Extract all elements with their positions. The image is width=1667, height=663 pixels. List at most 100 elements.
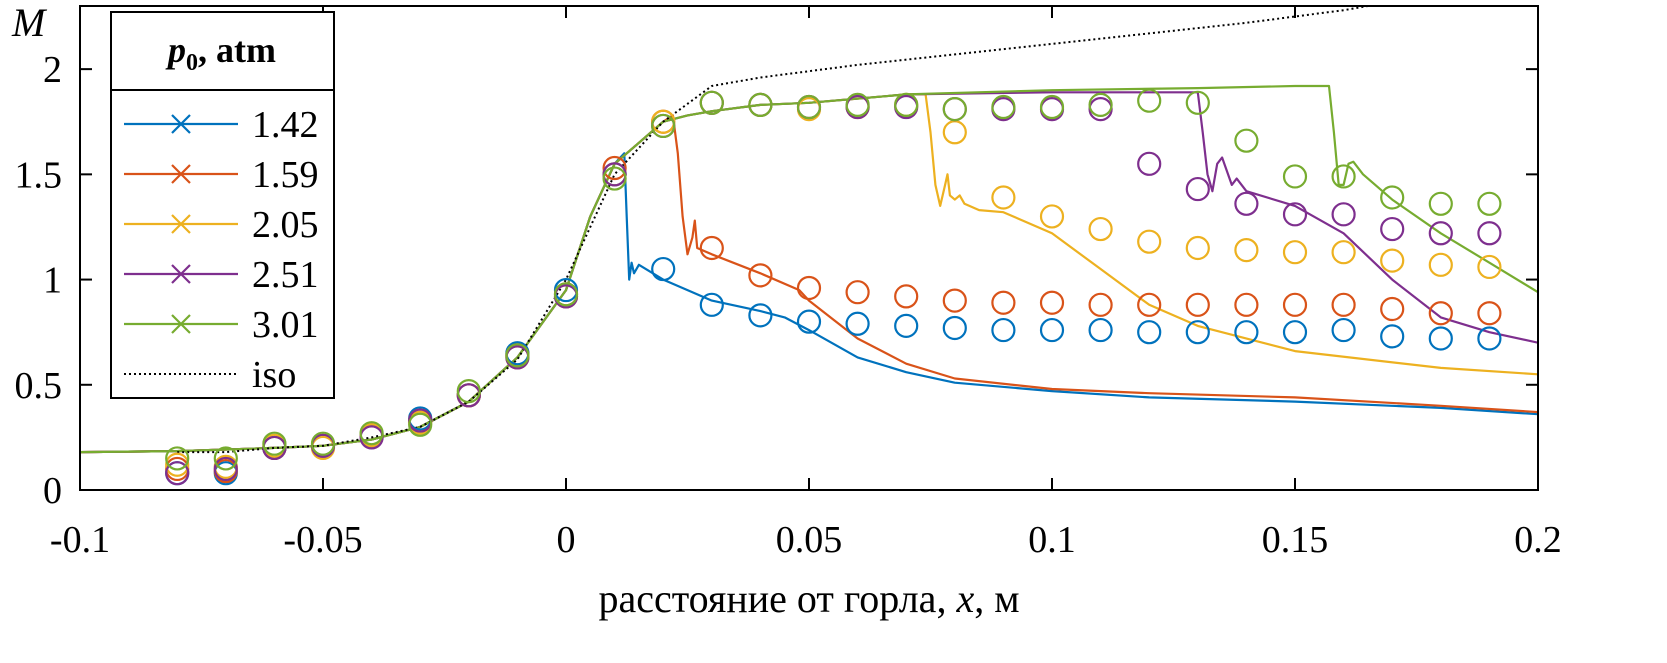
data-point-1.42 bbox=[1331, 317, 1356, 343]
data-point-3.01 bbox=[651, 113, 676, 139]
y-tick-label: 2 bbox=[43, 49, 62, 91]
data-point-2.05 bbox=[1331, 240, 1356, 265]
data-point-3.01 bbox=[505, 343, 530, 368]
data-point-1.42 bbox=[796, 309, 822, 334]
data-point-1.59 bbox=[1137, 292, 1162, 317]
data-point-1.59 bbox=[796, 275, 822, 301]
data-point-3.01 bbox=[602, 166, 627, 191]
axis-ticks: -0.1 -0.05 0 0.05 0.1 0.15 0.2 0 0.5 1 1.5 2 bbox=[15, 6, 1562, 561]
data-point-2.05 bbox=[1428, 252, 1453, 277]
y-tick-label: 1 bbox=[43, 260, 62, 302]
data-point-1.42 bbox=[894, 313, 919, 338]
data-series-layer bbox=[80, 6, 1538, 486]
data-point-3.01 bbox=[894, 92, 919, 118]
data-point-3.01 bbox=[748, 92, 773, 118]
data-point-2.51 bbox=[894, 94, 919, 120]
data-point-3.01 bbox=[699, 90, 724, 115]
data-point-3.01 bbox=[1428, 191, 1453, 216]
data-point-2.05 bbox=[942, 120, 967, 145]
data-point-2.51 bbox=[1185, 176, 1210, 202]
x-axis-title-var: x bbox=[955, 576, 974, 621]
data-point-1.42 bbox=[942, 315, 967, 341]
data-point-2.51 bbox=[165, 461, 190, 486]
legend-title-rest: , atm bbox=[198, 30, 276, 70]
data-point-3.01 bbox=[1185, 90, 1210, 115]
data-point-1.59 bbox=[1282, 292, 1308, 317]
data-point-1.42 bbox=[699, 292, 724, 317]
data-point-1.59 bbox=[1039, 290, 1065, 315]
legend-title-subscript: 0 bbox=[186, 50, 198, 76]
data-point-3.01 bbox=[1039, 94, 1065, 120]
data-point-2.51 bbox=[1331, 202, 1356, 227]
data-point-2.51 bbox=[991, 97, 1016, 122]
legend-marker-2.51 bbox=[171, 264, 191, 284]
data-point-2.05 bbox=[796, 97, 822, 122]
data-point-1.42 bbox=[991, 317, 1016, 343]
legend-title: p0, atm bbox=[165, 30, 276, 76]
data-point-1.59 bbox=[748, 263, 773, 288]
data-point-3.01 bbox=[942, 97, 967, 122]
data-point-1.59 bbox=[699, 235, 724, 261]
data-point-3.01 bbox=[1282, 164, 1308, 189]
x-axis-title: расстояние от горла, x, м bbox=[598, 576, 1019, 621]
legend-label-2.51: 2.51 bbox=[252, 254, 319, 296]
data-point-3.01 bbox=[310, 431, 336, 456]
data-point-1.42 bbox=[1137, 320, 1162, 345]
y-tick-label: 0 bbox=[43, 470, 62, 512]
data-point-2.05 bbox=[1477, 254, 1502, 280]
legend-label-iso: iso bbox=[252, 354, 296, 396]
legend-items: 1.42 1.59 2.05 2.51 3.01 iso bbox=[124, 104, 319, 396]
data-point-1.59 bbox=[942, 288, 967, 313]
data-point-3.01 bbox=[845, 92, 870, 118]
data-point-3.01 bbox=[796, 94, 822, 120]
data-point-2.51 bbox=[1137, 151, 1162, 176]
x-axis-title-main: расстояние от горла, bbox=[598, 576, 956, 621]
series-line-3.01 bbox=[80, 84, 1538, 454]
data-point-1.59 bbox=[1380, 296, 1405, 322]
legend-title-symbol: p bbox=[165, 30, 186, 70]
data-point-3.01 bbox=[1477, 191, 1502, 216]
data-point-2.05 bbox=[1380, 248, 1405, 273]
data-point-3.01 bbox=[262, 431, 287, 456]
legend-label-1.42: 1.42 bbox=[252, 104, 319, 146]
x-tick-label: 0.1 bbox=[1028, 519, 1076, 561]
data-point-2.51 bbox=[1428, 221, 1453, 246]
data-point-2.05 bbox=[262, 433, 287, 458]
legend-label-2.05: 2.05 bbox=[252, 204, 319, 246]
data-point-1.59 bbox=[845, 280, 870, 305]
x-axis-title-unit: , м bbox=[974, 576, 1019, 621]
data-point-1.59 bbox=[991, 290, 1016, 315]
data-point-1.59 bbox=[1331, 292, 1356, 317]
data-point-3.01 bbox=[359, 421, 384, 446]
y-tick-label: 1.5 bbox=[15, 154, 63, 196]
data-point-3.01 bbox=[1137, 88, 1162, 113]
data-point-3.01 bbox=[991, 94, 1016, 120]
data-point-3.01 bbox=[408, 412, 433, 437]
legend-marker-1.59 bbox=[171, 164, 191, 184]
x-tick-label: 0.15 bbox=[1262, 519, 1329, 561]
data-point-1.42 bbox=[1039, 317, 1065, 343]
data-point-3.01 bbox=[213, 446, 238, 471]
data-point-2.51 bbox=[1039, 97, 1065, 122]
y-tick-label: 0.5 bbox=[15, 365, 63, 407]
x-tick-label: 0.2 bbox=[1514, 519, 1562, 561]
legend-box bbox=[110, 11, 335, 399]
data-point-1.42 bbox=[748, 303, 773, 328]
data-point-2.05 bbox=[1137, 229, 1162, 254]
data-point-1.59 bbox=[1185, 292, 1210, 317]
legend: p0, atm 1.42 1.59 2.05 2.51 3.01 iso bbox=[110, 11, 335, 399]
data-point-2.51 bbox=[1282, 202, 1308, 227]
series-line-iso bbox=[177, 6, 1369, 454]
legend-label-1.59: 1.59 bbox=[252, 154, 319, 196]
data-point-2.05 bbox=[1039, 204, 1065, 229]
data-point-2.05 bbox=[1088, 216, 1113, 242]
data-point-2.51 bbox=[213, 456, 238, 482]
data-point-1.42 bbox=[1380, 324, 1405, 349]
data-point-2.51 bbox=[1234, 191, 1259, 216]
data-point-1.42 bbox=[1234, 320, 1259, 345]
data-point-1.42 bbox=[1282, 320, 1308, 345]
y-axis-title: M bbox=[11, 0, 48, 45]
x-tick-label: 0.05 bbox=[776, 519, 843, 561]
data-point-1.59 bbox=[1088, 292, 1113, 317]
data-point-1.59 bbox=[1234, 292, 1259, 317]
